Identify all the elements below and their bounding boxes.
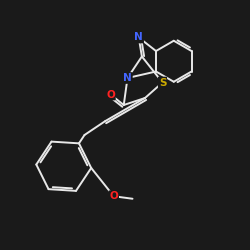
Text: N: N bbox=[134, 32, 143, 42]
Text: N: N bbox=[123, 73, 132, 83]
Text: O: O bbox=[110, 191, 118, 201]
Text: O: O bbox=[106, 90, 115, 100]
Text: S: S bbox=[159, 78, 166, 88]
